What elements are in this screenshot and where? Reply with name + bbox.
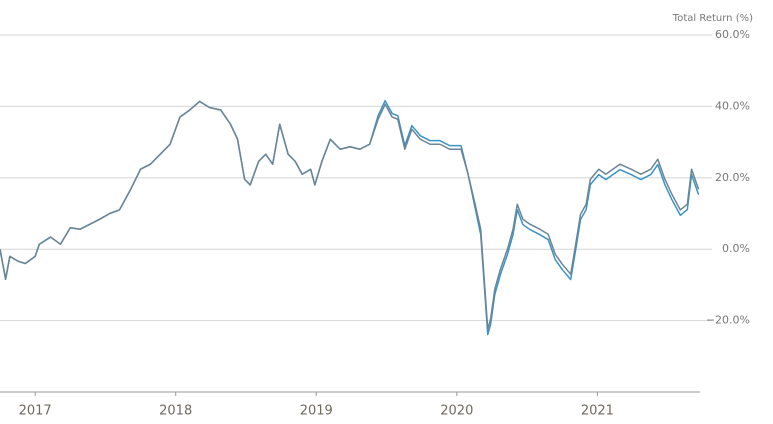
- x-tick-label: 2019: [300, 404, 333, 419]
- x-tick-label: 2020: [440, 404, 473, 419]
- y-tick-label: 0.0%: [722, 242, 750, 255]
- y-tick-label: 20.0%: [715, 171, 750, 184]
- y-tick-label: −20.0%: [706, 314, 750, 327]
- y-tick-label: 40.0%: [715, 99, 750, 112]
- x-tick-label: 2018: [159, 404, 192, 419]
- x-tick-label: 2017: [19, 404, 52, 419]
- y-tick-label: 60.0%: [715, 28, 750, 41]
- y-axis-label: Total Return (%): [672, 13, 753, 24]
- series-line: [0, 100, 700, 330]
- x-tick-label: 2021: [581, 404, 614, 419]
- series-line: [0, 99, 700, 336]
